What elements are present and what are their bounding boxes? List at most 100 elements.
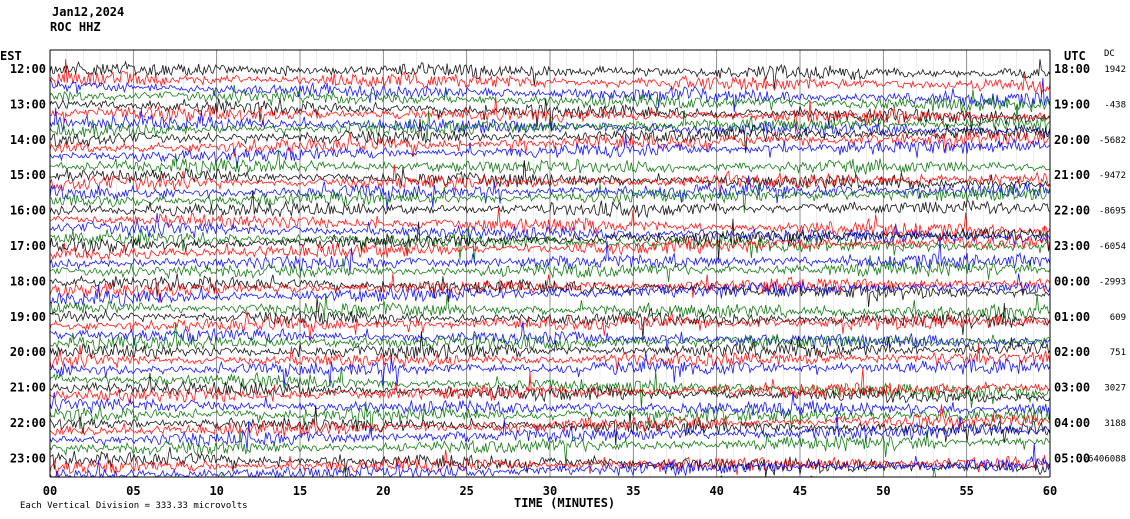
- dc-offset-label: -5682: [1099, 136, 1126, 146]
- x-tick-label: 20: [376, 484, 390, 498]
- est-zone-label: EST: [0, 49, 22, 63]
- dc-offset-label: 1942: [1104, 65, 1126, 75]
- est-hour-label: 19:00: [10, 310, 46, 324]
- utc-hour-label: 18:00: [1054, 62, 1090, 76]
- est-hour-label: 17:00: [10, 239, 46, 253]
- trace-line: [49, 273, 1051, 303]
- est-hour-label: 13:00: [10, 97, 46, 111]
- utc-hour-label: 04:00: [1054, 416, 1090, 430]
- utc-hour-label: 23:00: [1054, 239, 1090, 253]
- dc-offset-label: 609: [1110, 313, 1126, 323]
- utc-hour-label: 01:00: [1054, 310, 1090, 324]
- trace-line: [49, 190, 1051, 219]
- est-hour-label: 14:00: [10, 133, 46, 147]
- seismic-traces: [49, 58, 1051, 479]
- trace-line: [49, 77, 1051, 112]
- trace-line: [49, 297, 1051, 339]
- trace-line: [49, 58, 1051, 96]
- dc-offset-label: 3188: [1104, 419, 1126, 429]
- dc-offset-label: 3027: [1104, 384, 1126, 394]
- x-tick-label: 55: [959, 484, 973, 498]
- trace-line: [49, 405, 1051, 446]
- date-label: Jan12,2024: [52, 5, 124, 19]
- trace-line: [49, 96, 1051, 134]
- trace-line: [49, 344, 1051, 371]
- x-tick-label: 30: [543, 484, 557, 498]
- dc-offset-label: -6054: [1099, 242, 1126, 252]
- trace-line: [49, 443, 1051, 479]
- trace-line: [49, 404, 1051, 438]
- x-tick-label: 05: [126, 484, 140, 498]
- dc-offset-label: -6406088: [1083, 454, 1126, 464]
- trace-line: [50, 149, 1050, 176]
- utc-hour-label: 20:00: [1054, 133, 1090, 147]
- utc-hour-label: 05:00: [1054, 451, 1090, 465]
- trace-line: [49, 130, 1051, 157]
- x-tick-label: 00: [43, 484, 57, 498]
- trace-line: [49, 183, 1051, 213]
- trace-line: [49, 367, 1051, 404]
- trace-line: [49, 107, 1051, 138]
- trace-line: [49, 118, 1051, 153]
- trace-line: [49, 85, 1051, 114]
- x-tick-label: 50: [876, 484, 890, 498]
- x-tick-label: 40: [709, 484, 723, 498]
- trace-line: [49, 401, 1051, 436]
- est-hour-label: 15:00: [10, 168, 46, 182]
- trace-line: [49, 322, 1051, 351]
- scale-label: Each Vertical Division = 333.33 microvol…: [20, 501, 248, 511]
- est-hour-label: 22:00: [10, 416, 46, 430]
- utc-hour-label: 21:00: [1054, 168, 1090, 182]
- dc-offset-label: -438: [1104, 100, 1126, 110]
- dc-offset-label: 751: [1110, 348, 1126, 358]
- trace-line: [49, 160, 1051, 192]
- est-hour-label: 23:00: [10, 451, 46, 465]
- utc-hour-label: 19:00: [1054, 97, 1090, 111]
- trace-line: [49, 293, 1051, 321]
- trace-line: [49, 134, 1051, 169]
- est-hour-label: 12:00: [10, 62, 46, 76]
- trace-line: [49, 321, 1051, 351]
- trace-line: [49, 164, 1051, 198]
- trace-line: [49, 414, 1051, 451]
- est-hour-label: 16:00: [10, 204, 46, 218]
- trace-line: [49, 225, 1051, 261]
- dc-label: DC: [1104, 49, 1115, 59]
- est-hour-label: 21:00: [10, 381, 46, 395]
- dc-offset-label: -9472: [1099, 171, 1126, 181]
- trace-line: [49, 255, 1051, 283]
- station-label: ROC HHZ: [50, 20, 101, 34]
- x-tick-label: 15: [293, 484, 307, 498]
- utc-hour-label: 00:00: [1054, 274, 1090, 288]
- trace-line: [49, 311, 1051, 341]
- trace-line: [49, 208, 1051, 238]
- trace-line: [49, 59, 1051, 90]
- trace-line: [49, 447, 1051, 478]
- utc-zone-label: UTC: [1064, 49, 1086, 63]
- trace-line: [49, 213, 1051, 245]
- dc-offset-label: -2993: [1099, 277, 1126, 287]
- trace-line: [49, 238, 1051, 274]
- trace-line: [49, 429, 1051, 463]
- est-hour-label: 20:00: [10, 345, 46, 359]
- utc-hour-label: 02:00: [1054, 345, 1090, 359]
- trace-line: [49, 98, 1051, 132]
- trace-line: [49, 351, 1051, 387]
- utc-hour-label: 03:00: [1054, 381, 1090, 395]
- trace-line: [49, 218, 1051, 260]
- dc-offset-label: -8695: [1099, 207, 1126, 217]
- est-hour-label: 18:00: [10, 274, 46, 288]
- x-tick-label: 35: [626, 484, 640, 498]
- axis-labels: 12:00 13:00 14:00 15:00 16:00 17:00 18:00 19:00…: [10, 62, 1126, 498]
- x-tick-label: 25: [459, 484, 473, 498]
- x-tick-label: 45: [793, 484, 807, 498]
- x-tick-label: 10: [209, 484, 223, 498]
- x-tick-label: 60: [1043, 484, 1057, 498]
- trace-line: [49, 105, 1051, 141]
- trace-line: [49, 449, 1051, 478]
- plot-frame: [49, 49, 1051, 478]
- x-axis-title: TIME (MINUTES): [514, 496, 615, 510]
- trace-line: [49, 175, 1051, 211]
- trace-line: [49, 273, 1051, 307]
